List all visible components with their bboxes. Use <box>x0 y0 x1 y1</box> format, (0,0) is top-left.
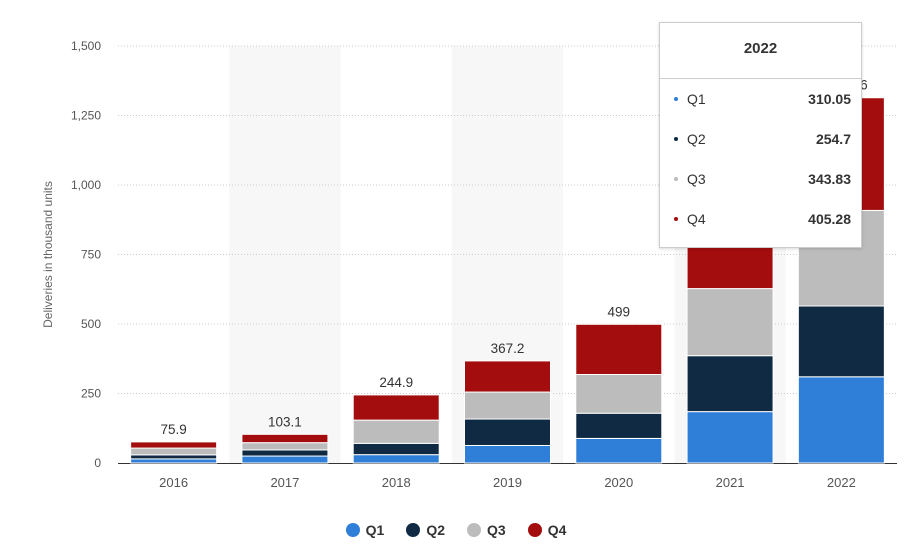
bar-q3-2018 <box>352 419 440 444</box>
total-label-2016: 75.9 <box>161 422 187 437</box>
bar-q2-2018 <box>352 442 440 456</box>
bar-q4-2018 <box>352 394 440 421</box>
bar-q1-2021 <box>686 411 774 464</box>
y-tick-label: 500 <box>81 317 101 331</box>
legend-item-q4[interactable]: Q4 <box>527 522 567 538</box>
x-tick-label: 2017 <box>270 475 299 490</box>
legend-marker-q4 <box>527 523 542 537</box>
bar-q1-2019 <box>464 444 551 464</box>
bar-q4-2019 <box>464 360 551 393</box>
legend: Q1 Q2 Q3 Q4 <box>0 522 912 538</box>
bar-q4-2017 <box>241 433 329 444</box>
legend-marker-q1 <box>345 523 360 537</box>
x-tick-label: 2018 <box>382 475 411 490</box>
legend-label: Q4 <box>547 522 567 538</box>
tooltip-value: 310.05 <box>808 91 851 107</box>
y-tick-label: 250 <box>81 387 101 401</box>
tooltip-row-q3: Q3 343.83 <box>660 159 861 199</box>
bar-q1-2017 <box>241 455 329 464</box>
tooltip-marker <box>674 217 678 221</box>
y-tick-label: 1,000 <box>71 178 101 192</box>
tooltip-label: Q4 <box>687 211 706 227</box>
tooltip-value: 254.7 <box>815 131 851 147</box>
x-tick-label: 2020 <box>604 475 633 490</box>
bar-q4-2020 <box>575 323 663 375</box>
bar-q2-2016 <box>130 454 218 460</box>
legend-item-q3[interactable]: Q3 <box>467 522 506 538</box>
y-tick-label: 750 <box>81 248 101 262</box>
bar-q4-2016 <box>130 441 218 449</box>
x-tick-label: 2021 <box>716 475 745 490</box>
total-label-2018: 244.9 <box>379 375 413 390</box>
tooltip-value: 405.28 <box>808 211 851 227</box>
bar-q2-2021 <box>686 355 774 413</box>
total-label-2017: 103.1 <box>268 414 302 429</box>
total-label-2019: 367.2 <box>491 341 525 356</box>
legend-marker-q2 <box>406 523 421 537</box>
bar-q2-2017 <box>241 449 329 457</box>
bar-q1-2016 <box>130 458 218 464</box>
category-band <box>229 46 341 463</box>
tooltip-marker <box>674 177 678 181</box>
tooltip-label: Q3 <box>687 171 706 187</box>
total-label-2020: 499 <box>608 304 631 319</box>
legend-item-q2[interactable]: Q2 <box>406 522 445 538</box>
bar-q3-2019 <box>464 391 551 420</box>
tooltip-value: 343.83 <box>808 171 851 187</box>
bar-q2-2020 <box>575 412 663 439</box>
legend-item-q1[interactable]: Q1 <box>345 522 385 538</box>
y-tick-label: 0 <box>94 456 101 470</box>
tooltip-row-q1: Q1 310.05 <box>660 79 861 119</box>
x-tick-label: 2016 <box>159 475 188 490</box>
tooltip-marker <box>674 97 678 101</box>
bar-q1-2018 <box>352 454 440 464</box>
bar-q1-2020 <box>575 437 663 464</box>
bar-q3-2021 <box>686 288 774 357</box>
legend-label: Q2 <box>426 522 445 538</box>
tooltip-title: 2022 <box>660 23 861 79</box>
tooltip-marker <box>674 137 678 141</box>
legend-label: Q1 <box>365 522 385 538</box>
x-tick-label: 2019 <box>493 475 522 490</box>
bar-q2-2022 <box>797 305 885 378</box>
bar-q3-2016 <box>130 447 218 456</box>
bar-q3-2020 <box>575 373 663 414</box>
tooltip-label: Q2 <box>687 131 706 147</box>
bar-q1-2022 <box>797 376 885 464</box>
bar-q3-2017 <box>241 442 329 451</box>
tooltip: 2022 Q1 310.05 Q2 254.7 Q3 343.83 Q4 405.28 <box>659 22 862 248</box>
bar-q2-2019 <box>464 418 551 446</box>
tooltip-row-q2: Q2 254.7 <box>660 119 861 159</box>
tooltip-label: Q1 <box>687 91 706 107</box>
y-tick-label: 1,250 <box>71 109 101 123</box>
tooltip-row-q4: Q4 405.28 <box>660 199 861 239</box>
legend-label: Q3 <box>487 522 506 538</box>
y-tick-label: 1,500 <box>71 39 101 53</box>
x-tick-label: 2022 <box>827 475 856 490</box>
legend-marker-q3 <box>467 523 481 537</box>
y-axis-label: Deliveries in thousand units <box>41 181 55 328</box>
